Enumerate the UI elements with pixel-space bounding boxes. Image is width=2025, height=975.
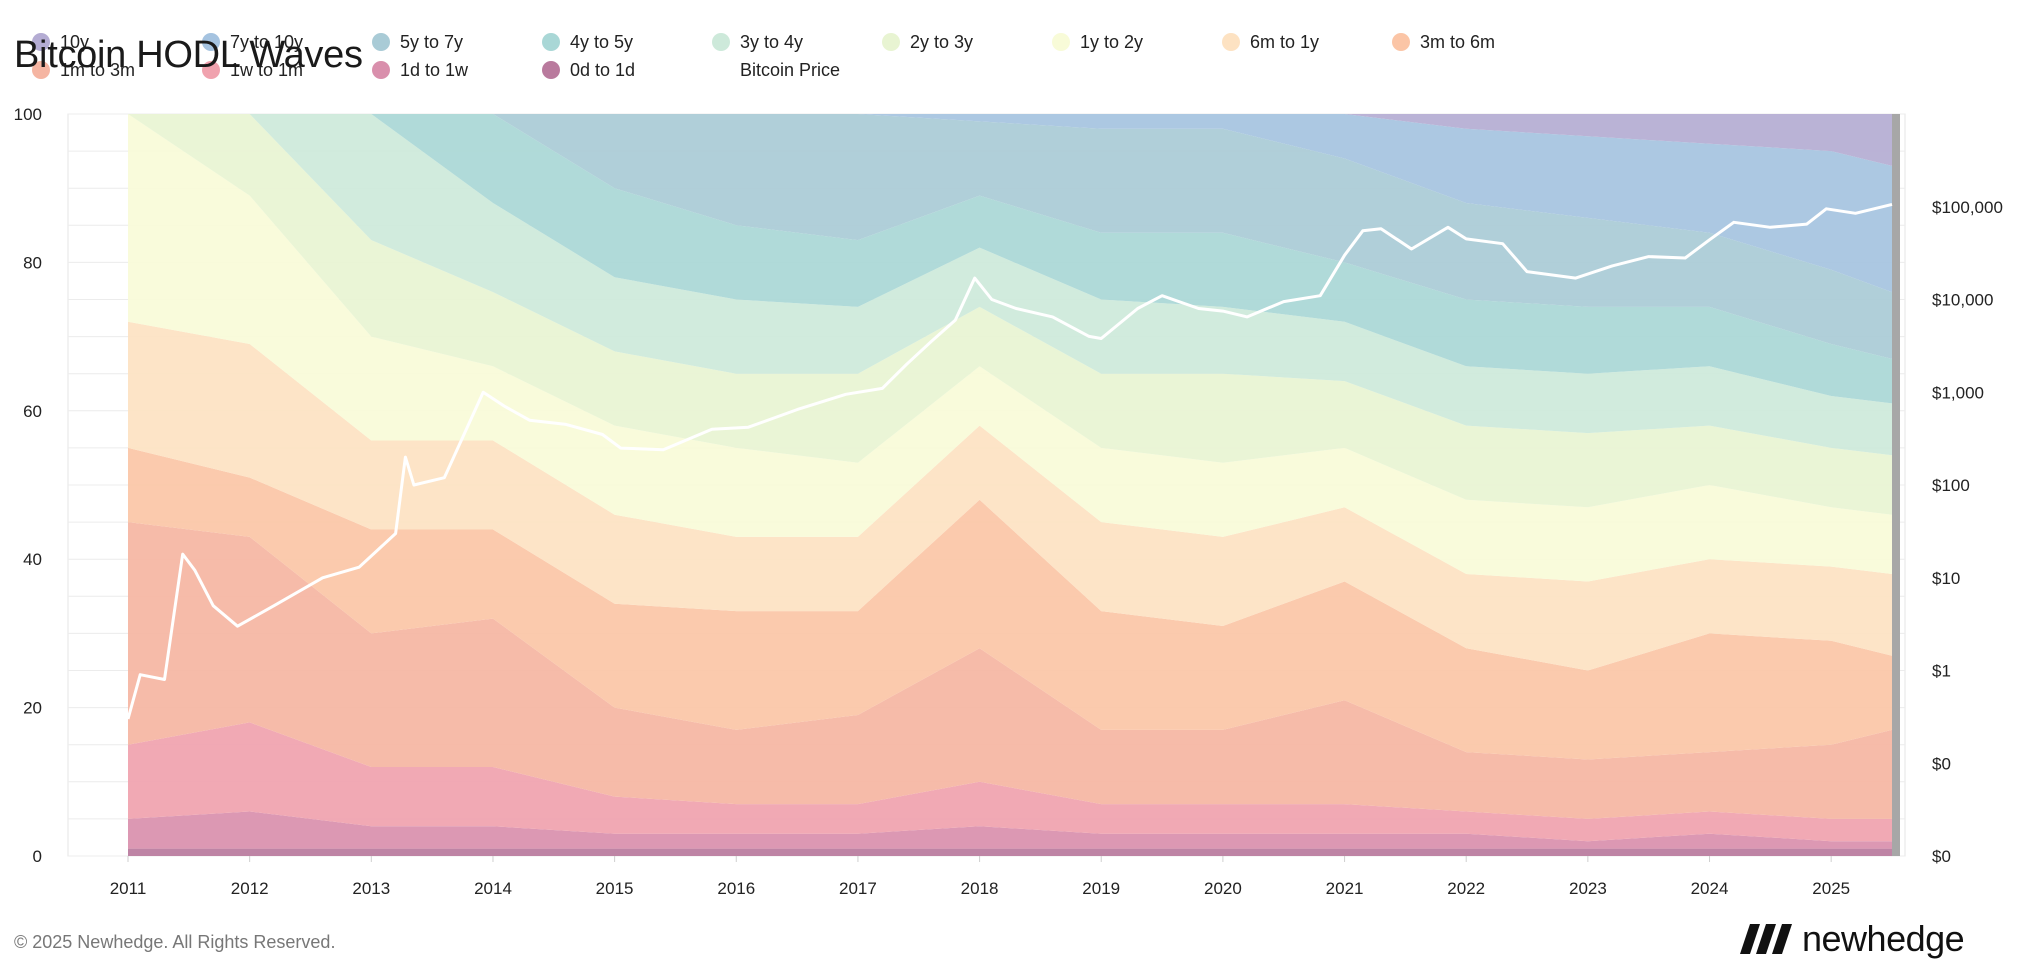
legend-label: 1m to 3m (60, 59, 136, 80)
x-tick-label: 2017 (839, 879, 877, 898)
legend-label: 5y to 7y (400, 31, 464, 52)
area-10y (128, 114, 1892, 166)
area-3m-to-6m (128, 447, 1892, 760)
legend-label: 6m to 1y (1250, 31, 1320, 52)
legend-item-4y-to-5y[interactable]: 4y to 5y (542, 30, 633, 54)
y2-tick-label: $10,000 (1932, 291, 1993, 310)
legend: 10y 7y to 10y 5y to 7y 4y to 5y 3y to 4y 2y t… (0, 0, 1600, 100)
legend-label: 1d to 1w (400, 59, 469, 80)
copyright-text: © 2025 Newhedge. All Rights Reserved. (14, 932, 336, 952)
area-5y-to-7y (128, 114, 1892, 359)
legend-swatch (32, 33, 50, 51)
legend-item-bitcoin-price[interactable]: Bitcoin Price (712, 58, 840, 82)
legend-swatch (542, 61, 560, 79)
legend-swatch (1052, 33, 1070, 51)
x-tick-label: 2014 (474, 879, 512, 898)
legend-label: 0d to 1d (570, 59, 636, 80)
area-6m-to-1y (128, 321, 1892, 671)
legend-label: 3m to 6m (1420, 31, 1496, 52)
newhedge-logo-icon (1740, 924, 1792, 954)
legend-label: 7y to 10y (230, 31, 304, 52)
legend-item-5y-to-7y[interactable]: 5y to 7y (372, 30, 463, 54)
legend-swatch (712, 61, 730, 79)
legend-item-7y-to-10y[interactable]: 7y to 10y (202, 30, 303, 54)
y2-tick-label: $100,000 (1932, 198, 2003, 217)
y2-tick-label: $0 (1932, 754, 1951, 773)
area-0d-to-1d (128, 848, 1892, 856)
x-tick-label: 2011 (110, 879, 147, 898)
legend-label: 3y to 4y (740, 31, 804, 52)
x-tick-label: 2023 (1569, 879, 1607, 898)
price-line-group (126, 202, 1893, 720)
legend-label: 2y to 3y (910, 31, 974, 52)
legend-item-3m-to-6m[interactable]: 3m to 6m (1392, 30, 1495, 54)
y-tick-label: 20 (23, 699, 42, 718)
legend-swatch (542, 33, 560, 51)
legend-label: 1y to 2y (1080, 31, 1144, 52)
legend-swatch (202, 61, 220, 79)
x-tick-label: 2020 (1204, 879, 1242, 898)
area-series-group (128, 114, 1900, 856)
x-tick-label: 2015 (596, 879, 634, 898)
legend-swatch (32, 61, 50, 79)
data-end-band (1892, 114, 1900, 856)
area-7y-to-10y (128, 114, 1892, 293)
y-tick-label: 60 (23, 402, 42, 421)
legend-item-1m-to-3m[interactable]: 1m to 3m (32, 58, 135, 82)
legend-item-1w-to-1m[interactable]: 1w to 1m (202, 58, 303, 82)
legend-swatch (1392, 33, 1410, 51)
brand-name: newhedge (1802, 918, 1965, 959)
area-1y-to-2y (128, 114, 1892, 582)
y2-tick-label: $1,000 (1932, 383, 1984, 402)
legend-swatch (372, 33, 390, 51)
area-4y-to-5y (128, 114, 1892, 404)
legend-swatch (712, 33, 730, 51)
y2-tick-label: $0 (1932, 847, 1951, 866)
area-1w-to-1m (128, 722, 1892, 842)
x-tick-label: 2022 (1447, 879, 1485, 898)
y2-tick-label: $10 (1932, 569, 1960, 588)
legend-swatch (202, 33, 220, 51)
legend-swatch (882, 33, 900, 51)
axes-group: 0 20 40 60 80 100 $0 $0 $1 $10 $100 $1,000 $10,000 $1… (14, 105, 2003, 898)
legend-item-10y[interactable]: 10y (32, 30, 89, 54)
bitcoin-price-line (126, 202, 1893, 720)
x-tick-label: 2018 (961, 879, 999, 898)
area-1d-to-1w (128, 811, 1892, 849)
y-tick-label: 40 (23, 550, 42, 569)
y-tick-label: 0 (33, 847, 42, 866)
x-tick-label: 2025 (1812, 879, 1850, 898)
legend-swatch (1222, 33, 1240, 51)
x-tick-label: 2024 (1691, 879, 1729, 898)
y-tick-label: 100 (14, 105, 42, 124)
legend-item-1y-to-2y[interactable]: 1y to 2y (1052, 30, 1143, 54)
x-tick-label: 2013 (352, 879, 390, 898)
legend-swatch (372, 61, 390, 79)
y2-tick-label: $100 (1932, 476, 1970, 495)
x-tick-label: 2019 (1082, 879, 1120, 898)
x-tick-label: 2021 (1326, 879, 1364, 898)
x-tick-label: 2012 (231, 879, 269, 898)
legend-label: 4y to 5y (570, 31, 634, 52)
legend-item-2y-to-3y[interactable]: 2y to 3y (882, 30, 973, 54)
legend-item-0d-to-1d[interactable]: 0d to 1d (542, 58, 635, 82)
legend-label: Bitcoin Price (740, 59, 841, 80)
legend-item-1d-to-1w[interactable]: 1d to 1w (372, 58, 468, 82)
chart-title: Bitcoin HODL Waves (14, 34, 363, 76)
area-2y-to-3y (128, 114, 1892, 515)
legend-item-3y-to-4y[interactable]: 3y to 4y (712, 30, 803, 54)
area-1m-to-3m (128, 522, 1892, 819)
area-3y-to-4y (128, 114, 1892, 456)
legend-item-6m-to-1y[interactable]: 6m to 1y (1222, 30, 1319, 54)
y2-tick-label: $1 (1932, 662, 1951, 681)
legend-label: 10y (60, 31, 90, 52)
y-tick-label: 80 (23, 253, 42, 272)
x-tick-label: 2016 (717, 879, 755, 898)
legend-label: 1w to 1m (230, 59, 304, 80)
brand-logo[interactable]: newhedge (1740, 918, 1965, 960)
